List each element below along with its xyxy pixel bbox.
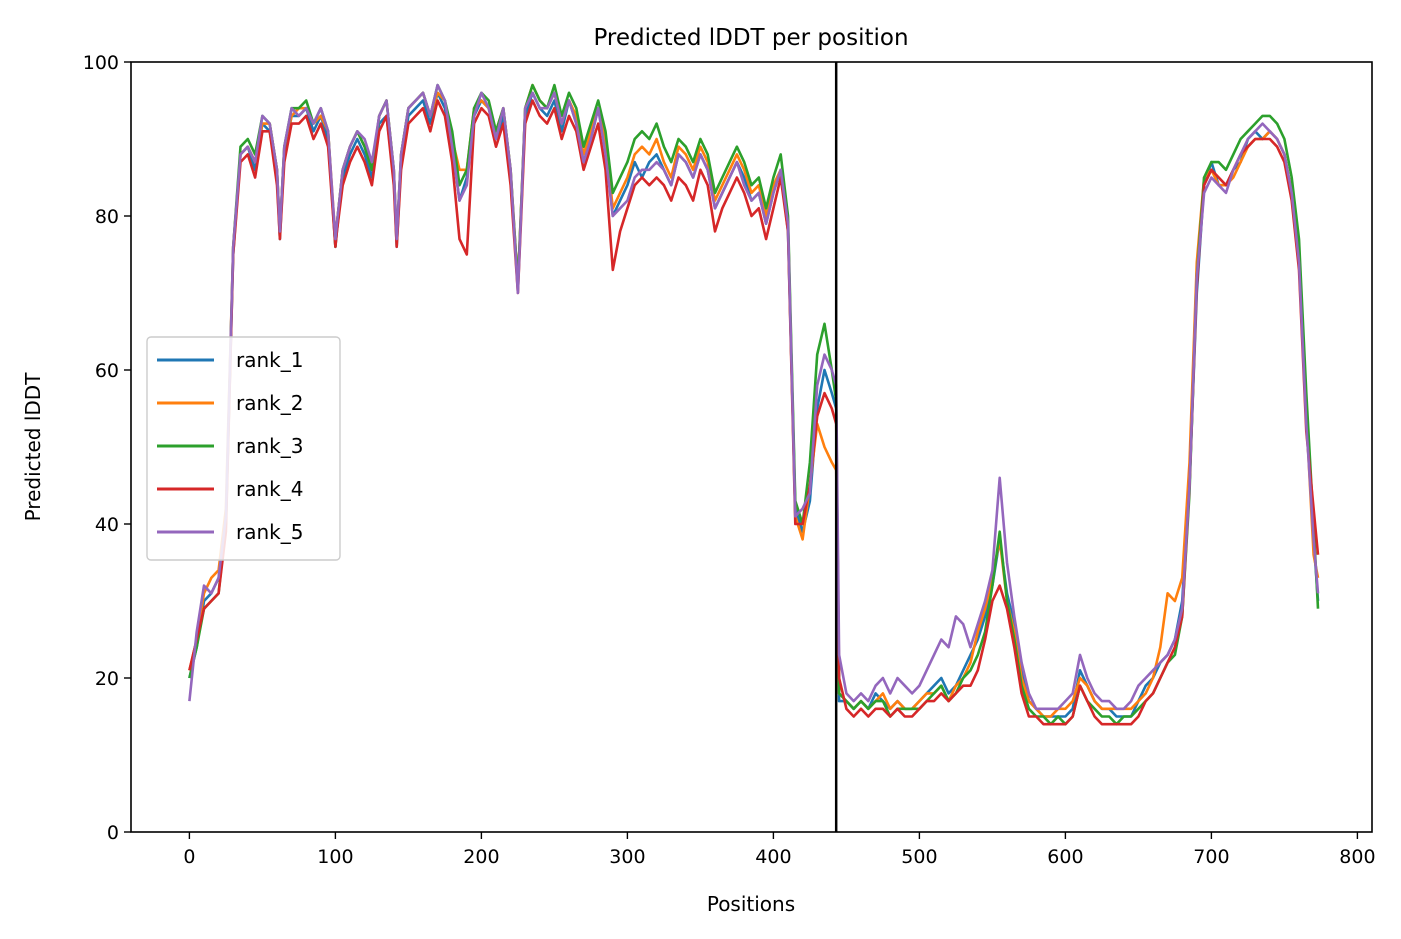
x-tick-label: 500 — [901, 846, 937, 868]
y-tick-label: 80 — [95, 206, 119, 228]
x-axis-label: Positions — [707, 892, 795, 916]
legend-label: rank_2 — [236, 391, 303, 415]
y-tick-label: 40 — [95, 514, 119, 536]
series-line-rank-5 — [188, 83, 1320, 711]
x-tick-label: 200 — [463, 846, 499, 868]
x-tick-label: 0 — [183, 846, 195, 868]
x-tick-label: 100 — [317, 846, 353, 868]
series-line-rank-3 — [188, 83, 1320, 726]
legend-box — [146, 336, 341, 561]
y-axis-ticks: 0 20 40 60 80 100 — [83, 52, 131, 844]
x-tick-label: 800 — [1339, 846, 1375, 868]
y-axis-label: Predicted lDDT — [21, 372, 45, 522]
legend-label: rank_5 — [236, 520, 303, 544]
plot-frame — [130, 61, 1373, 833]
series-line-rank-4 — [188, 99, 1320, 726]
legend-label: rank_4 — [236, 477, 303, 501]
legend: rank_1 rank_2 rank_3 rank_4 rank_5 — [146, 336, 341, 561]
chart-title: Predicted lDDT per position — [593, 25, 908, 51]
legend-label: rank_3 — [236, 434, 303, 458]
series-layer — [188, 83, 1320, 726]
y-tick-label: 60 — [95, 360, 119, 382]
x-tick-label: 600 — [1047, 846, 1083, 868]
x-tick-label: 700 — [1193, 846, 1229, 868]
y-tick-label: 100 — [83, 52, 119, 74]
x-tick-label: 400 — [755, 846, 791, 868]
x-tick-label: 300 — [609, 846, 645, 868]
y-tick-label: 0 — [107, 822, 119, 844]
x-axis-ticks: 0 100 200 300 400 500 600 700 800 — [183, 832, 1376, 868]
legend-label: rank_1 — [236, 348, 303, 372]
y-tick-label: 20 — [95, 668, 119, 690]
